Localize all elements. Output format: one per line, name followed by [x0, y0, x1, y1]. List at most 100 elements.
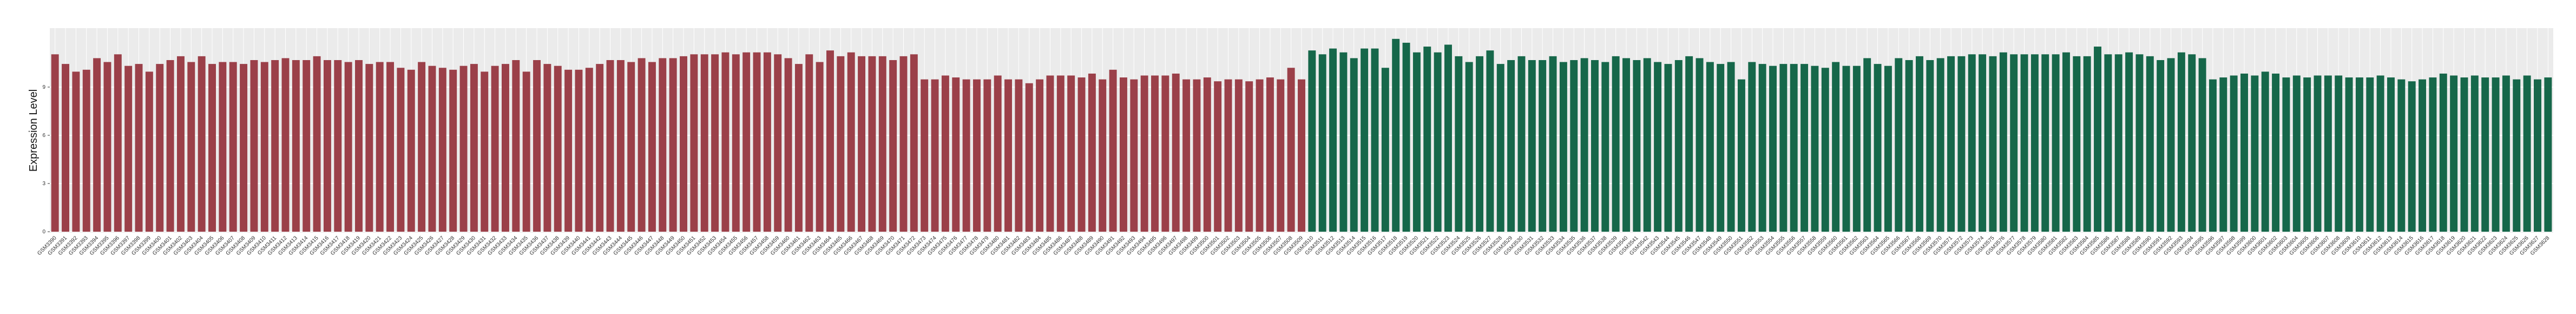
bar	[889, 60, 897, 232]
bar	[1203, 77, 1211, 232]
bar	[2282, 77, 2290, 232]
bar	[1580, 58, 1588, 232]
bar	[2314, 75, 2322, 232]
bar	[522, 71, 530, 232]
bar	[219, 62, 227, 232]
bar	[711, 54, 719, 232]
bar	[166, 60, 174, 232]
bar	[921, 79, 929, 232]
bar	[1842, 66, 1850, 232]
bar	[1234, 79, 1243, 232]
bar	[1769, 66, 1777, 232]
bar	[837, 56, 845, 232]
bar	[1507, 60, 1515, 232]
bar	[2104, 54, 2112, 232]
bar	[271, 60, 279, 232]
bar	[2188, 54, 2196, 232]
bar	[941, 75, 949, 232]
bar	[1224, 79, 1232, 232]
bar	[365, 64, 373, 232]
bar	[1601, 62, 1609, 232]
bar	[1539, 60, 1547, 232]
bar	[868, 56, 876, 232]
bar	[680, 56, 687, 232]
bar	[1832, 62, 1840, 232]
bar	[1214, 81, 1222, 232]
bar	[2387, 77, 2395, 232]
bar	[491, 66, 499, 232]
bar	[229, 62, 237, 232]
bar	[1612, 56, 1620, 232]
bar	[2052, 54, 2060, 232]
bar	[124, 66, 133, 232]
bar	[1361, 48, 1369, 232]
bar	[2010, 54, 2018, 232]
bar	[2073, 56, 2081, 232]
bar	[303, 60, 311, 232]
bar	[1559, 62, 1567, 232]
bar	[459, 66, 468, 232]
bar	[355, 60, 363, 232]
bar	[1099, 79, 1107, 232]
y-tick-label: 0	[42, 229, 45, 235]
bar	[1979, 54, 1987, 232]
bar	[2114, 54, 2122, 232]
bar	[1758, 64, 1766, 232]
bar	[386, 62, 395, 232]
bar	[260, 62, 268, 232]
bar	[1549, 56, 1557, 232]
bar	[1130, 79, 1138, 232]
bar	[2135, 54, 2144, 232]
bar	[659, 58, 667, 232]
bar	[2366, 77, 2374, 232]
bar	[1455, 56, 1463, 232]
bar	[449, 69, 457, 232]
bar	[135, 64, 143, 232]
bar	[2544, 77, 2552, 232]
bar	[1298, 79, 1305, 232]
bar	[1936, 58, 1944, 232]
bar	[1947, 56, 1955, 232]
bar	[1517, 56, 1526, 232]
bar	[1109, 69, 1117, 232]
bar	[62, 64, 70, 232]
bar	[198, 56, 206, 232]
bar	[1821, 68, 1829, 232]
bar	[1727, 62, 1735, 232]
bar	[826, 50, 834, 232]
bar	[805, 54, 813, 232]
bar	[1737, 79, 1745, 232]
bar	[1182, 79, 1191, 232]
bar	[1277, 79, 1285, 232]
bar	[1245, 81, 1253, 232]
bar	[481, 71, 489, 232]
bar	[1717, 64, 1725, 232]
bar	[1350, 58, 1358, 232]
bar	[1423, 47, 1431, 232]
bar	[1654, 62, 1662, 232]
bar	[1046, 75, 1054, 232]
bar	[2146, 56, 2154, 232]
bar	[1926, 60, 1934, 232]
bar	[794, 64, 803, 232]
bars	[51, 38, 2552, 232]
bar	[156, 64, 164, 232]
bar	[1004, 79, 1013, 232]
bar	[2533, 79, 2541, 232]
bar	[1381, 68, 1389, 232]
bar	[1633, 60, 1641, 232]
bar	[145, 71, 153, 232]
bar	[1800, 64, 1809, 232]
bar	[952, 77, 960, 232]
bar	[1444, 44, 1452, 232]
bar	[721, 52, 730, 232]
bar	[899, 56, 908, 232]
y-axis-ticks: 0 3 6 9	[42, 84, 50, 235]
bar	[1916, 56, 1923, 232]
bar	[82, 69, 90, 232]
bar	[2177, 52, 2185, 232]
bar	[2513, 79, 2521, 232]
bar	[292, 60, 300, 232]
bar	[72, 71, 80, 232]
